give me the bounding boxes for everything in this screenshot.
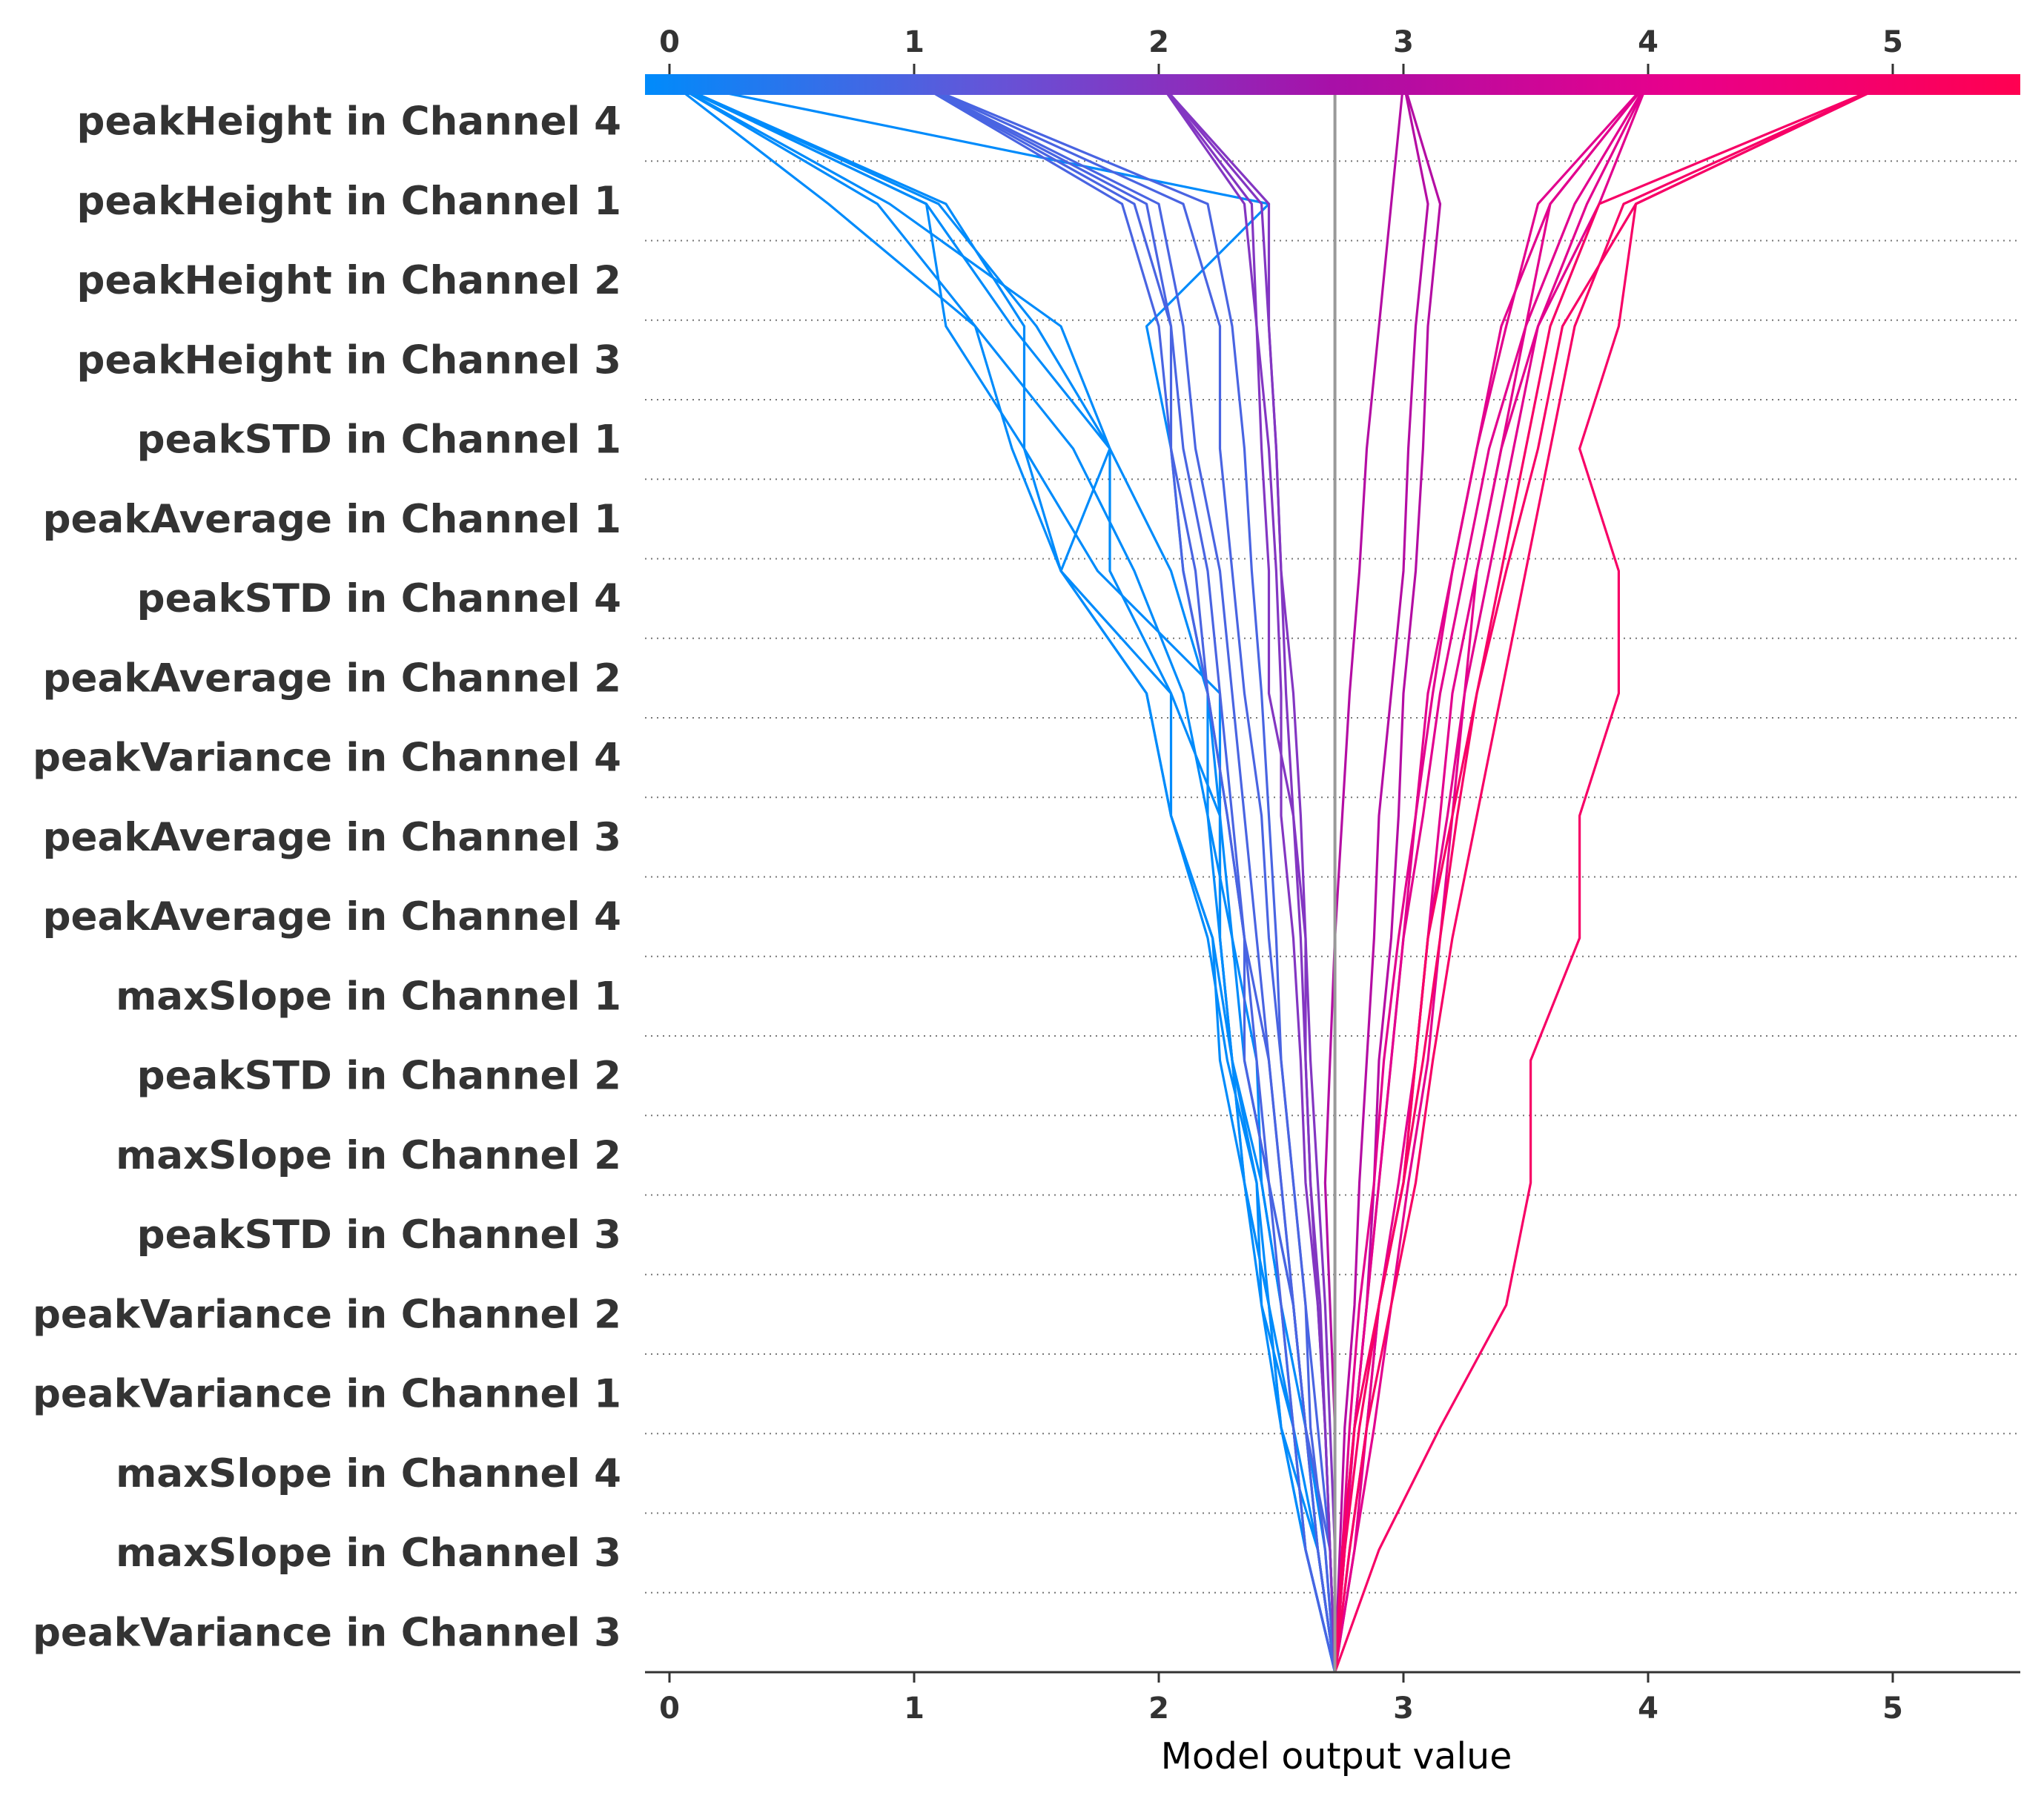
decision-line (1323, 81, 1405, 1672)
feature-label: peakSTD in Channel 2 (137, 1054, 621, 1099)
x-tick-label-bottom: 5 (1882, 1691, 1903, 1726)
decision-line (1334, 80, 1893, 1673)
x-tick-label-top: 5 (1882, 25, 1903, 59)
x-tick-label-top: 0 (659, 25, 680, 59)
x-tick-label-top: 3 (1393, 25, 1414, 59)
x-axis-title: Model output value (1161, 1735, 1512, 1777)
feature-label: maxSlope in Channel 2 (116, 1133, 621, 1178)
decision-line (1334, 81, 1650, 1673)
decision-line (1334, 81, 1650, 1673)
feature-label: peakAverage in Channel 3 (43, 815, 621, 860)
decision-line (1157, 80, 1337, 1672)
feature-label: peakVariance in Channel 2 (33, 1292, 621, 1337)
feature-label: peakHeight in Channel 1 (77, 179, 621, 224)
feature-label: maxSlope in Channel 1 (116, 974, 621, 1019)
decision-line (913, 80, 1337, 1673)
feature-label: peakHeight in Channel 4 (77, 99, 621, 145)
colorbar (645, 74, 2020, 95)
feature-label: maxSlope in Channel 3 (116, 1531, 621, 1576)
decision-line (669, 80, 1337, 1673)
decision-line (913, 80, 1337, 1673)
feature-label: peakHeight in Channel 3 (77, 337, 621, 383)
decision-line (669, 80, 1337, 1673)
feature-label: peakVariance in Channel 1 (33, 1372, 621, 1417)
x-tick-label-bottom: 0 (659, 1691, 680, 1726)
feature-label: peakVariance in Channel 4 (33, 736, 621, 781)
feature-label: peakSTD in Channel 1 (137, 417, 621, 463)
feature-label: peakVariance in Channel 3 (33, 1610, 621, 1655)
decision-line (1334, 81, 1429, 1673)
decision-line (1334, 80, 1893, 1673)
decision-line (913, 80, 1337, 1673)
x-tick-label-top: 2 (1148, 25, 1169, 59)
x-tick-label-bottom: 4 (1638, 1691, 1658, 1726)
x-tick-label-bottom: 1 (904, 1691, 925, 1726)
feature-label: peakAverage in Channel 1 (43, 497, 621, 542)
gridlines (645, 160, 2020, 1594)
decision-line (1334, 80, 1893, 1673)
feature-label: peakHeight in Channel 2 (77, 258, 621, 303)
decision-line (669, 80, 1337, 1673)
x-axis-ticks: 0 0 1 1 2 2 3 3 4 4 5 5 (659, 25, 1903, 1726)
x-tick-label-bottom: 2 (1148, 1691, 1169, 1726)
decision-line (1157, 81, 1337, 1673)
decision-line (1334, 81, 1650, 1673)
x-tick-label-top: 4 (1638, 25, 1658, 59)
feature-label: peakAverage in Channel 2 (43, 656, 621, 701)
feature-label: peakAverage in Channel 4 (43, 894, 621, 940)
feature-label: peakSTD in Channel 4 (137, 576, 621, 621)
feature-label: maxSlope in Channel 4 (116, 1451, 621, 1496)
decision-line (1334, 80, 1893, 1673)
feature-labels: peakHeight in Channel 4 peakHeight in Cha… (33, 99, 621, 1656)
x-tick-label-bottom: 3 (1393, 1691, 1414, 1726)
decision-lines (669, 80, 1893, 1673)
decision-line (1334, 80, 1650, 1673)
feature-label: peakSTD in Channel 3 (137, 1212, 621, 1258)
x-tick-label-top: 1 (904, 25, 925, 59)
